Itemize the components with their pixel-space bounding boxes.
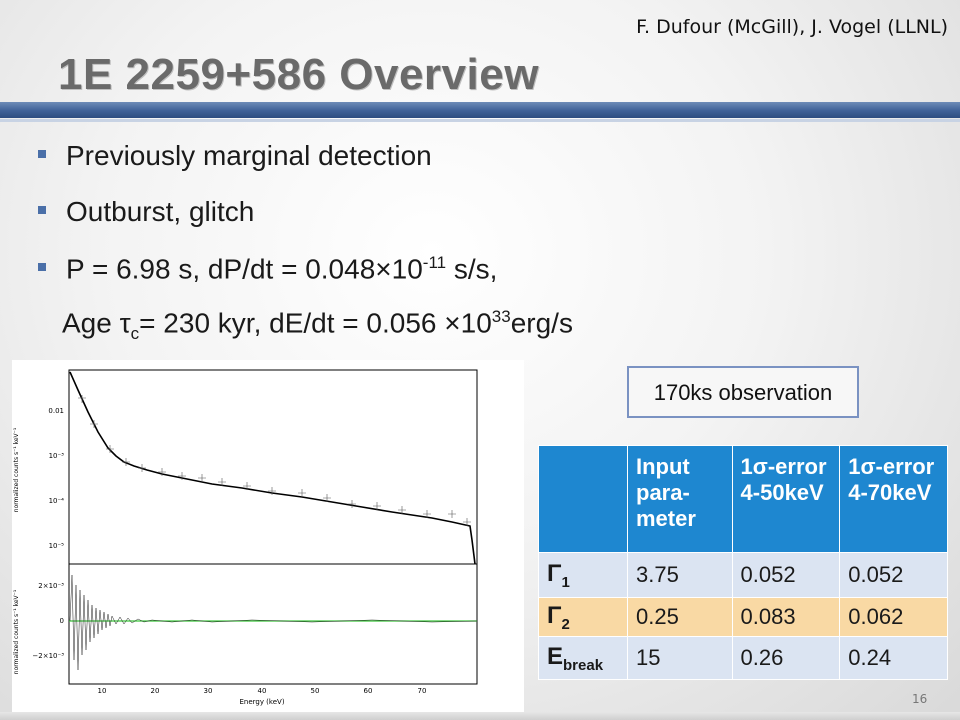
bullet-square-icon: [38, 205, 46, 214]
page-number: 16: [912, 692, 928, 706]
age-text-mid: = 230 kyr, dE/dt = 0.056 ×10: [139, 307, 492, 339]
table-cell: 0.062: [839, 597, 948, 637]
residual-tick-label: 0: [60, 617, 64, 625]
table-cell: 0.26: [731, 636, 841, 680]
footer-strip: [0, 712, 960, 720]
bullet-text: Previously marginal detection: [66, 140, 432, 171]
x-tick-label: 70: [418, 687, 427, 695]
y-tick-label: 0.01: [48, 407, 64, 415]
table-row: Ebreak 15 0.26 0.24: [538, 636, 948, 680]
bullet-exponent: -11: [422, 253, 447, 272]
observation-callout: 170ks observation: [627, 366, 859, 418]
table-cell: 0.083: [731, 597, 841, 637]
title-underline-bar: [0, 102, 960, 118]
slide-title: 1E 2259+586 Overview: [58, 50, 539, 99]
bullet-text-tail: s/s,: [446, 253, 498, 285]
spectrum-data-points: [78, 395, 471, 526]
table-header-cell: [538, 445, 628, 553]
x-tick-label: 20: [151, 687, 160, 695]
residual-noise: [69, 574, 478, 671]
param-symbol: Ebreak: [538, 636, 628, 680]
age-line: Age τc= 230 kyr, dE/dt = 0.056 ×1033erg/…: [62, 307, 573, 344]
spectrum-model-curve: [69, 371, 476, 565]
x-tick-label: 40: [258, 687, 267, 695]
author-credit: F. Dufour (McGill), J. Vogel (LLNL): [636, 16, 948, 38]
bullet-square-icon: [38, 262, 46, 271]
residual-tick-label: 2×10⁻³: [38, 582, 64, 590]
table-header-row: Input para-meter 1σ-error 4-50keV 1σ-err…: [538, 445, 948, 553]
table-row: Γ1 3.75 0.052 0.052: [538, 552, 948, 598]
title-underline-highlight: [0, 119, 960, 122]
spectrum-plot-panel: normalized counts s⁻¹ keV⁻¹ normalized c…: [12, 360, 524, 712]
y-tick-label: 10⁻⁴: [49, 497, 65, 505]
bullet-item: Previously marginal detection: [38, 140, 432, 172]
table-header-cell: 1σ-error 4-50keV: [731, 445, 841, 553]
table-cell: 0.24: [839, 636, 948, 680]
bullet-text: Outburst, glitch: [66, 196, 255, 227]
param-symbol: Γ2: [538, 597, 628, 637]
bullet-text: P = 6.98 s, dP/dt = 0.048×10: [66, 253, 423, 285]
table-row: Γ2 0.25 0.083 0.062: [538, 597, 948, 637]
age-text-tail: erg/s: [510, 307, 573, 339]
table-header-cell: Input para-meter: [627, 445, 733, 553]
residual-y-label: normalized counts s⁻¹ keV⁻¹: [13, 589, 20, 674]
x-axis-label: Energy (keV): [239, 698, 284, 706]
y-tick-label: 10⁻³: [49, 452, 65, 460]
age-exponent: 33: [491, 307, 511, 326]
bullet-item: Outburst, glitch: [38, 196, 254, 228]
param-symbol: Γ1: [538, 552, 628, 598]
bullet-square-icon: [38, 149, 46, 158]
table-cell: 0.25: [627, 597, 733, 637]
table-cell: 0.052: [731, 552, 841, 598]
spectrum-frame: [68, 369, 478, 565]
y-tick-label: 10⁻⁵: [49, 542, 65, 550]
age-text: Age τ: [62, 307, 131, 339]
x-tick-label: 30: [204, 687, 213, 695]
x-tick-label: 10: [98, 687, 107, 695]
residual-tick-label: −2×10⁻³: [32, 652, 64, 660]
residual-frame: [68, 563, 478, 685]
table-cell: 0.052: [839, 552, 948, 598]
parameter-table: Input para-meter 1σ-error 4-50keV 1σ-err…: [538, 445, 948, 680]
table-header-cell: 1σ-error 4-70keV: [839, 445, 948, 553]
table-cell: 3.75: [627, 552, 733, 598]
bullet-item: P = 6.98 s, dP/dt = 0.048×10-11 s/s,: [38, 253, 497, 285]
x-tick-label: 50: [311, 687, 320, 695]
spectrum-plot: normalized counts s⁻¹ keV⁻¹ normalized c…: [13, 369, 478, 706]
spectrum-y-label: normalized counts s⁻¹ keV⁻¹: [13, 427, 20, 512]
table-cell: 15: [627, 636, 733, 680]
age-subscript: c: [130, 323, 140, 343]
x-tick-label: 60: [364, 687, 373, 695]
